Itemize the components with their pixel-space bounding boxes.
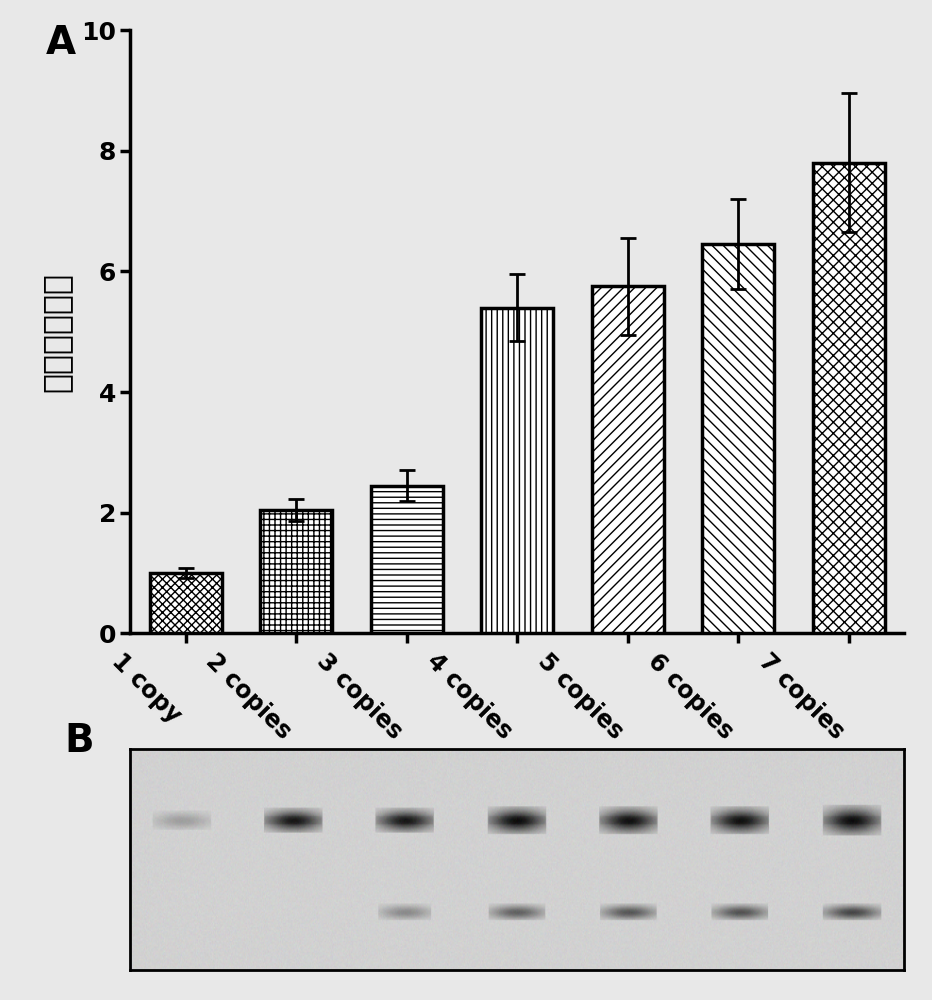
Bar xyxy=(371,486,443,633)
Bar xyxy=(703,244,774,633)
Bar xyxy=(592,286,664,633)
Bar xyxy=(150,573,222,633)
Y-axis label: 相对表达水平: 相对表达水平 xyxy=(39,272,73,392)
Text: A: A xyxy=(46,24,75,62)
Bar xyxy=(260,510,332,633)
Bar xyxy=(481,308,554,633)
Text: B: B xyxy=(64,722,94,760)
Bar xyxy=(813,163,884,633)
